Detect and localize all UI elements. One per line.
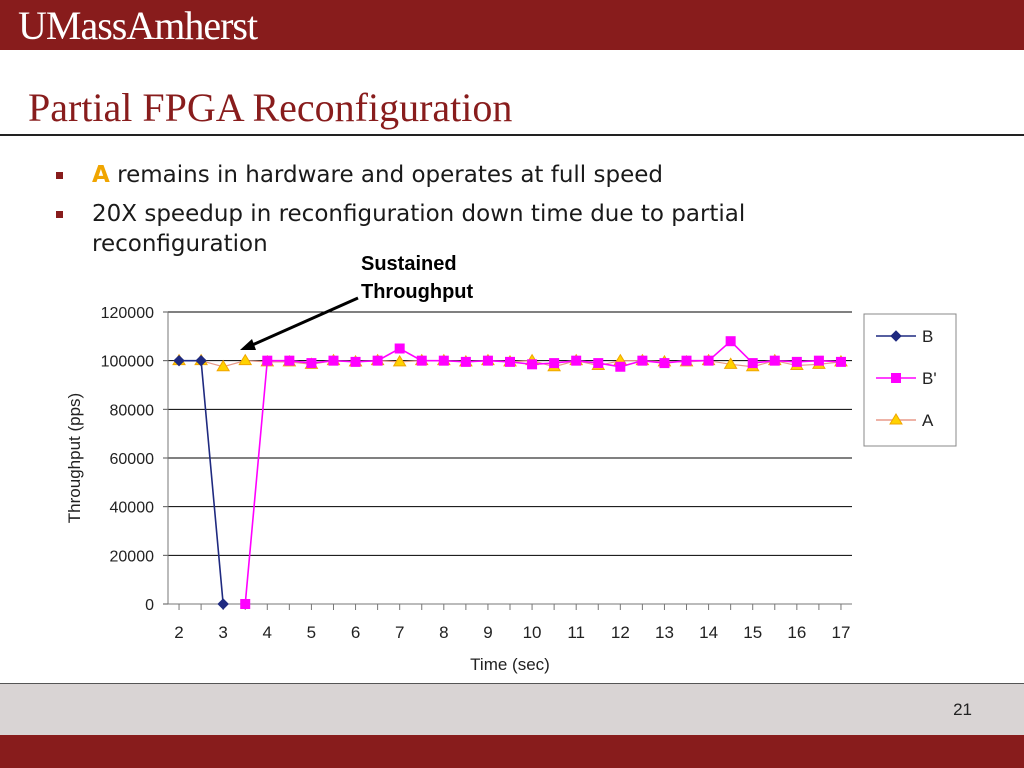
data-point bbox=[681, 355, 692, 366]
x-tick-label: 12 bbox=[611, 623, 630, 642]
bullet-item: 20X speedup in reconfiguration down time… bbox=[56, 199, 916, 259]
x-tick-label: 17 bbox=[832, 623, 851, 642]
x-tick-label: 11 bbox=[567, 623, 585, 642]
x-tick-label: 14 bbox=[699, 623, 718, 642]
data-point bbox=[173, 354, 185, 367]
bullet-square-icon bbox=[56, 211, 63, 218]
data-point bbox=[813, 355, 824, 366]
legend-box bbox=[863, 313, 957, 447]
x-tick-label: 16 bbox=[787, 623, 806, 642]
x-tick-label: 8 bbox=[439, 623, 448, 642]
footer-band bbox=[0, 683, 1024, 736]
bullet-text: 20X speedup in reconfiguration down time… bbox=[92, 201, 746, 257]
bullet-square-icon bbox=[56, 172, 63, 179]
data-point bbox=[240, 599, 251, 609]
data-point bbox=[637, 355, 648, 366]
x-tick-label: 6 bbox=[351, 623, 360, 642]
data-point bbox=[505, 356, 515, 367]
data-point bbox=[416, 355, 427, 366]
annotation-arrow-head bbox=[240, 339, 256, 350]
legend-marker bbox=[891, 373, 901, 383]
legend-label: B' bbox=[922, 369, 937, 388]
x-tick-label: 15 bbox=[743, 623, 762, 642]
data-point bbox=[372, 355, 383, 366]
page-number: 21 bbox=[953, 700, 972, 719]
y-tick-label: 60000 bbox=[110, 451, 155, 468]
x-tick-label: 2 bbox=[174, 623, 183, 642]
data-point bbox=[593, 358, 604, 369]
x-tick-label: 4 bbox=[263, 623, 272, 642]
sustained-throughput-annotation: Sustained Throughput bbox=[361, 253, 474, 303]
x-tick-label: 10 bbox=[523, 623, 542, 642]
y-tick-label: 80000 bbox=[110, 402, 155, 419]
bullet-list: A remains in hardware and operates at fu… bbox=[56, 160, 916, 268]
data-point bbox=[238, 353, 253, 366]
x-tick-label: 7 bbox=[395, 623, 404, 642]
x-tick-label: 5 bbox=[307, 623, 316, 642]
data-point bbox=[284, 355, 295, 366]
x-axis-label: Time (sec) bbox=[470, 655, 550, 674]
series-b bbox=[173, 354, 229, 610]
bullet-item: A remains in hardware and operates at fu… bbox=[56, 160, 916, 190]
data-point bbox=[262, 355, 273, 366]
x-tick-label: 3 bbox=[218, 623, 227, 642]
data-point bbox=[571, 355, 582, 366]
data-point bbox=[723, 357, 738, 369]
data-point bbox=[482, 355, 493, 366]
y-tick-label: 0 bbox=[145, 597, 154, 614]
x-tick-label: 13 bbox=[655, 623, 674, 642]
bullet-text: remains in hardware and operates at full… bbox=[109, 162, 663, 188]
y-tick-label: 100000 bbox=[101, 354, 154, 371]
y-tick-label: 120000 bbox=[101, 305, 154, 322]
data-point bbox=[527, 359, 538, 370]
throughput-chart: 0 20000 40000 60000 80000 100000 120000 2 3 4 5 6 7 8… bbox=[65, 296, 957, 674]
series-b-prime bbox=[240, 336, 846, 609]
data-point bbox=[747, 358, 758, 369]
data-point bbox=[306, 358, 317, 369]
y-tick-label: 20000 bbox=[110, 548, 155, 565]
legend: B B' A bbox=[863, 313, 957, 447]
data-point bbox=[216, 359, 231, 372]
series-line bbox=[244, 340, 842, 605]
data-point bbox=[350, 356, 361, 367]
bullet-highlight: A bbox=[92, 162, 110, 188]
annotation-arrow-line bbox=[249, 296, 359, 348]
data-point bbox=[549, 358, 560, 369]
data-point bbox=[835, 356, 846, 367]
bottom-banner bbox=[0, 735, 1024, 768]
data-point bbox=[217, 598, 229, 610]
data-point bbox=[460, 356, 471, 367]
top-banner: UMassAmherst bbox=[0, 0, 1024, 50]
data-point bbox=[392, 354, 407, 367]
data-point bbox=[328, 355, 339, 366]
data-point bbox=[615, 361, 626, 372]
data-point bbox=[195, 354, 207, 367]
slide-title: Partial FPGA Reconfiguration bbox=[28, 85, 513, 130]
data-point bbox=[725, 336, 736, 347]
data-point bbox=[769, 355, 780, 366]
data-point bbox=[703, 355, 714, 366]
legend-marker bbox=[890, 330, 902, 342]
legend-marker bbox=[889, 413, 903, 425]
legend-label: A bbox=[922, 411, 934, 430]
x-tick-label: 9 bbox=[483, 623, 492, 642]
legend-label: B bbox=[922, 327, 933, 346]
data-point bbox=[659, 358, 670, 369]
series-line bbox=[179, 359, 224, 605]
title-divider bbox=[0, 134, 1024, 136]
data-point bbox=[438, 355, 449, 366]
university-logo: UMassAmherst bbox=[18, 3, 258, 48]
y-axis-label: Throughput (pps) bbox=[65, 393, 84, 523]
y-tick-label: 40000 bbox=[110, 500, 155, 517]
data-point bbox=[791, 356, 802, 367]
data-point bbox=[394, 343, 405, 354]
